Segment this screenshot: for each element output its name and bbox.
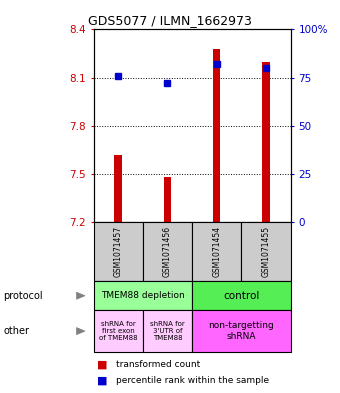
Text: GSM1071456: GSM1071456: [163, 226, 172, 277]
Text: TMEM88 depletion: TMEM88 depletion: [101, 291, 185, 300]
Text: ■: ■: [97, 375, 107, 385]
Text: protocol: protocol: [3, 291, 43, 301]
Text: control: control: [223, 291, 259, 301]
Text: percentile rank within the sample: percentile rank within the sample: [116, 376, 269, 385]
Polygon shape: [76, 292, 85, 299]
Text: shRNA for
3'UTR of
TMEM88: shRNA for 3'UTR of TMEM88: [150, 321, 185, 341]
Bar: [115, 154, 122, 222]
Text: non-targetting
shRNA: non-targetting shRNA: [208, 321, 274, 341]
Text: shRNA for
first exon
of TMEM88: shRNA for first exon of TMEM88: [99, 321, 137, 341]
Text: GSM1071457: GSM1071457: [114, 226, 123, 277]
Bar: [164, 177, 171, 222]
Text: GDS5077 / ILMN_1662973: GDS5077 / ILMN_1662973: [88, 14, 252, 27]
Text: GSM1071454: GSM1071454: [212, 226, 221, 277]
Text: ■: ■: [97, 360, 107, 369]
Polygon shape: [76, 328, 85, 335]
Text: other: other: [3, 326, 29, 336]
Bar: [213, 49, 220, 222]
Text: transformed count: transformed count: [116, 360, 200, 369]
Bar: [262, 62, 270, 222]
Text: GSM1071455: GSM1071455: [261, 226, 271, 277]
